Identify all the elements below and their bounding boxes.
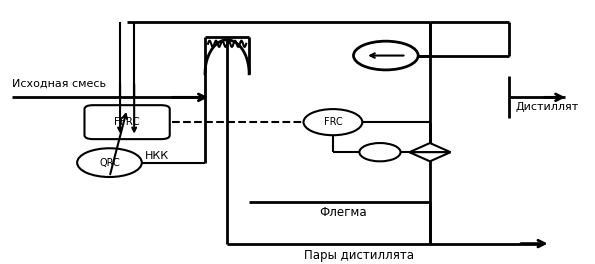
Text: Исходная смесь: Исходная смесь [12,79,107,89]
FancyBboxPatch shape [84,105,170,139]
Text: НКК: НКК [145,151,169,161]
Circle shape [353,41,418,70]
Circle shape [359,143,400,161]
Text: FRC: FRC [324,117,342,127]
Text: Пары дистиллята: Пары дистиллята [303,249,414,262]
Text: Флегма: Флегма [320,206,367,219]
Polygon shape [409,152,450,161]
Text: FFRC: FFRC [114,117,140,127]
Text: Дистиллят: Дистиллят [515,102,578,112]
Circle shape [303,109,362,135]
Circle shape [77,148,142,177]
Text: QRC: QRC [99,158,120,168]
Polygon shape [409,143,450,152]
